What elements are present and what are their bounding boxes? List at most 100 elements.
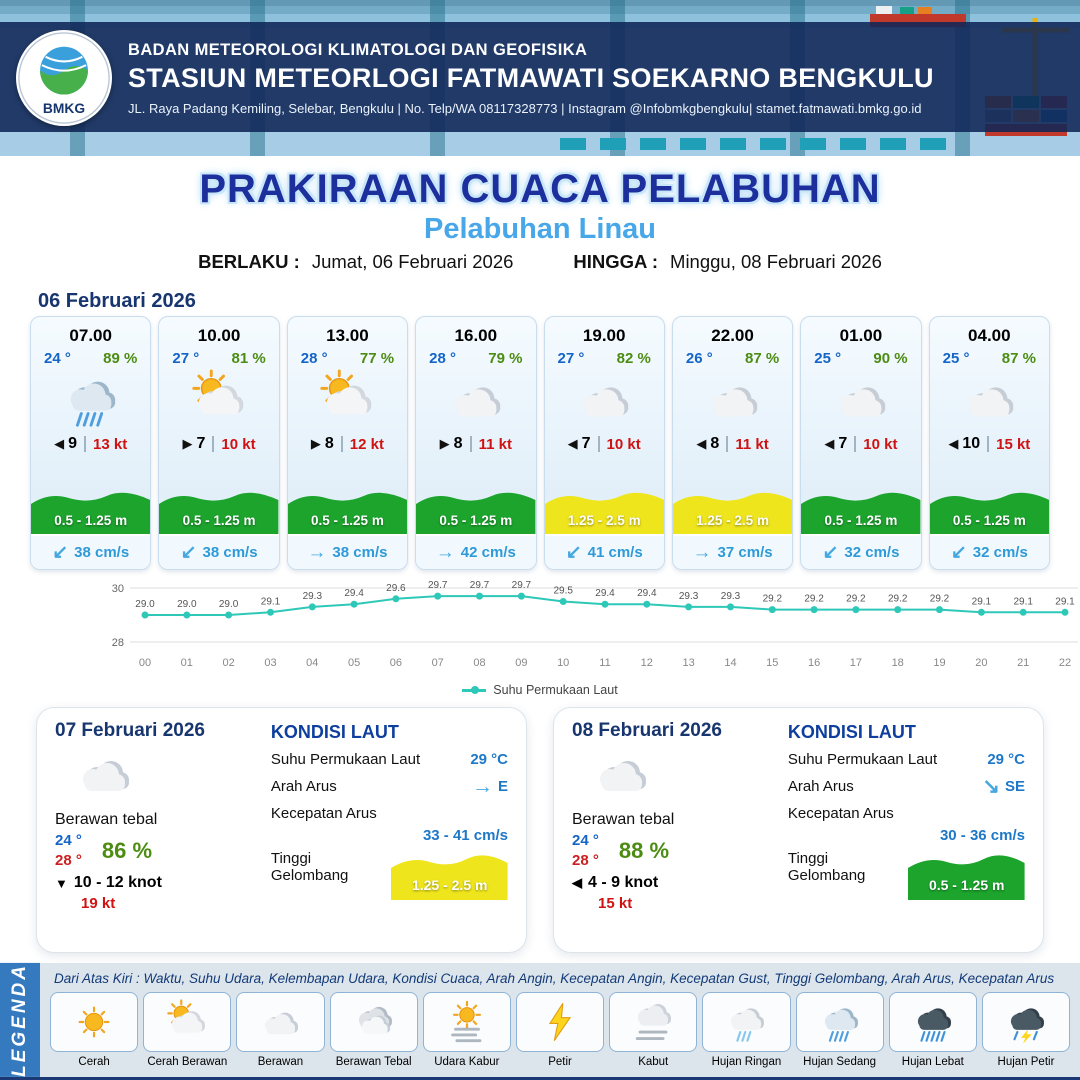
day-weather-icon	[61, 742, 259, 811]
current-direction-icon: ↙	[52, 542, 69, 563]
wind-row: ▶ 7 10 kt	[159, 435, 278, 453]
svg-text:11: 11	[599, 657, 610, 669]
current-direction-icon: →	[307, 542, 327, 563]
current-speed: 32 cm/s	[844, 544, 900, 561]
legend-item: Hujan Petir	[981, 992, 1071, 1068]
hingga-value: Minggu, 08 Februari 2026	[670, 251, 882, 272]
legend-item-label: Hujan Ringan	[711, 1056, 782, 1068]
wind-row: ◀ 7 10 kt	[801, 435, 920, 453]
header-banner: BMKG BADAN METEOROLOGI KLIMATOLOGI DAN G…	[0, 0, 1080, 156]
day-humidity: 88 %	[618, 837, 670, 863]
wind-speed: 9	[68, 435, 78, 452]
wave-height-band: 0.5 - 1.25 m	[287, 488, 408, 534]
bmkg-logo: BMKG	[16, 30, 112, 126]
wave-height-band: 0.5 - 1.25 m	[929, 488, 1049, 534]
forecast-card: 04.00 25 ° 87 % ◀ 10 15 kt 0.5 - 1.25 m …	[928, 316, 1050, 570]
gust-speed: 11 kt	[735, 435, 769, 453]
legend-item-label: Hujan Sedang	[803, 1056, 877, 1068]
current-row: → 38 cm/s	[287, 534, 408, 569]
divider	[987, 436, 990, 452]
air-temperature: 28 °	[300, 350, 328, 367]
wave-height: 1.25 - 2.5 m	[567, 513, 641, 528]
wave-shape	[929, 492, 1049, 534]
sst-label: Suhu Permukaan Laut	[270, 751, 421, 768]
current-speed: 38 cm/s	[332, 544, 388, 561]
air-temperature: 26 °	[685, 350, 713, 367]
gust-speed: 13 kt	[93, 435, 128, 453]
legend-item-label: Berawan	[257, 1056, 304, 1068]
legend-item-label: Cerah	[78, 1056, 110, 1068]
current-direction-icon: →	[692, 542, 712, 563]
wave-height-value: 0.5 - 1.25 m	[928, 877, 1005, 893]
wind-speed: 8	[710, 435, 720, 452]
weather-icon	[930, 367, 1049, 433]
svg-text:29.1: 29.1	[1013, 596, 1033, 607]
wind-direction-icon: ▼	[55, 875, 68, 891]
wind-speed: 7	[838, 435, 848, 452]
weather-icon	[801, 367, 920, 433]
gust-speed: 10 kt	[606, 435, 641, 453]
current-direction-icon: →	[435, 542, 455, 563]
legend-item: Cerah Berawan	[143, 992, 232, 1068]
day-condition: Berawan tebal	[572, 811, 675, 828]
temp-humidity-row: 25 ° 87 %	[930, 350, 1049, 367]
day-summary-row: 07 Februari 2026 Berawan tebal 24 ° 28 °…	[0, 707, 1080, 953]
divider	[212, 436, 215, 452]
wind-speed: 7	[581, 435, 591, 452]
legend-weather-icon	[702, 992, 791, 1052]
svg-text:10: 10	[557, 657, 569, 669]
berlaku-label: BERLAKU :	[198, 251, 300, 272]
svg-text:29.7: 29.7	[512, 580, 532, 591]
svg-text:00: 00	[139, 657, 151, 669]
agency-name: BADAN METEOROLOGI KLIMATOLOGI DAN GEOFIS…	[128, 40, 588, 59]
port-name: Pelabuhan Linau	[423, 213, 657, 245]
sst-line-chart: 28 30 29.0 00 29.0 01 29.0 02 29.1 03 29.3 04 29.4 05…	[112, 580, 1078, 669]
svg-text:13: 13	[682, 657, 694, 669]
current-direction-icon: ↙	[822, 542, 839, 563]
wave-height-band: 1.25 - 2.5 m	[544, 488, 664, 534]
day-date: 07 Februari 2026	[55, 720, 205, 741]
svg-text:29.2: 29.2	[888, 594, 908, 605]
wave-shape	[672, 492, 793, 534]
legend-item: Cerah	[50, 992, 139, 1068]
legend-item-label: Cerah Berawan	[147, 1056, 228, 1068]
legend-weather-icon	[795, 992, 884, 1052]
legend-weather-icon	[981, 992, 1071, 1052]
wave-shape	[416, 492, 536, 534]
forecast-card: 22.00 26 ° 87 % ◀ 8 11 kt 1.25 - 2.5 m →	[671, 316, 794, 570]
legend-item: Hujan Lebat	[888, 992, 977, 1068]
legend-weather-icon	[143, 992, 232, 1052]
humidity: 90 %	[873, 350, 908, 367]
day-summary-card: 08 Februari 2026 Berawan tebal 24 ° 28 °…	[553, 707, 1044, 953]
contact-info: JL. Raya Padang Kemiling, Selebar, Bengk…	[128, 100, 922, 116]
page-title: PRAKIRAAN CUACA PELABUHAN	[199, 167, 881, 211]
wind-speed: 8	[324, 435, 334, 452]
wave-height: 0.5 - 1.25 m	[54, 513, 128, 528]
svg-text:29.0: 29.0	[177, 599, 197, 610]
temp-min: 24 °	[55, 832, 82, 849]
wind-direction-icon: ▶	[310, 436, 321, 451]
air-temperature: 25 °	[942, 350, 970, 367]
svg-text:19: 19	[933, 657, 945, 669]
wind-direction-icon: ◀	[572, 875, 582, 890]
wind-speed: 10	[962, 435, 981, 452]
day-weather-icon	[578, 742, 776, 811]
svg-text:14: 14	[724, 657, 736, 669]
divider	[597, 436, 600, 452]
validity-line: BERLAKU : Jumat, 06 Februari 2026 HINGGA…	[0, 251, 1080, 273]
svg-text:29.2: 29.2	[804, 594, 824, 605]
svg-text:03: 03	[264, 657, 276, 669]
wind-direction-icon: ◀	[824, 436, 835, 451]
wave-height-label: Tinggi Gelombang	[787, 850, 866, 884]
current-speed-label: Kecepatan Arus	[787, 805, 894, 822]
svg-text:30: 30	[112, 583, 124, 595]
current-direction-icon: ↙	[950, 542, 967, 563]
svg-text:16: 16	[808, 657, 820, 669]
sst-value: 29 °C	[987, 751, 1025, 768]
current-row: ↙ 38 cm/s	[159, 534, 279, 569]
air-temperature: 24 °	[44, 350, 71, 367]
air-temperature: 27 °	[557, 350, 585, 367]
svg-text:29.4: 29.4	[344, 588, 364, 599]
gust-speed: 11 kt	[478, 435, 512, 453]
